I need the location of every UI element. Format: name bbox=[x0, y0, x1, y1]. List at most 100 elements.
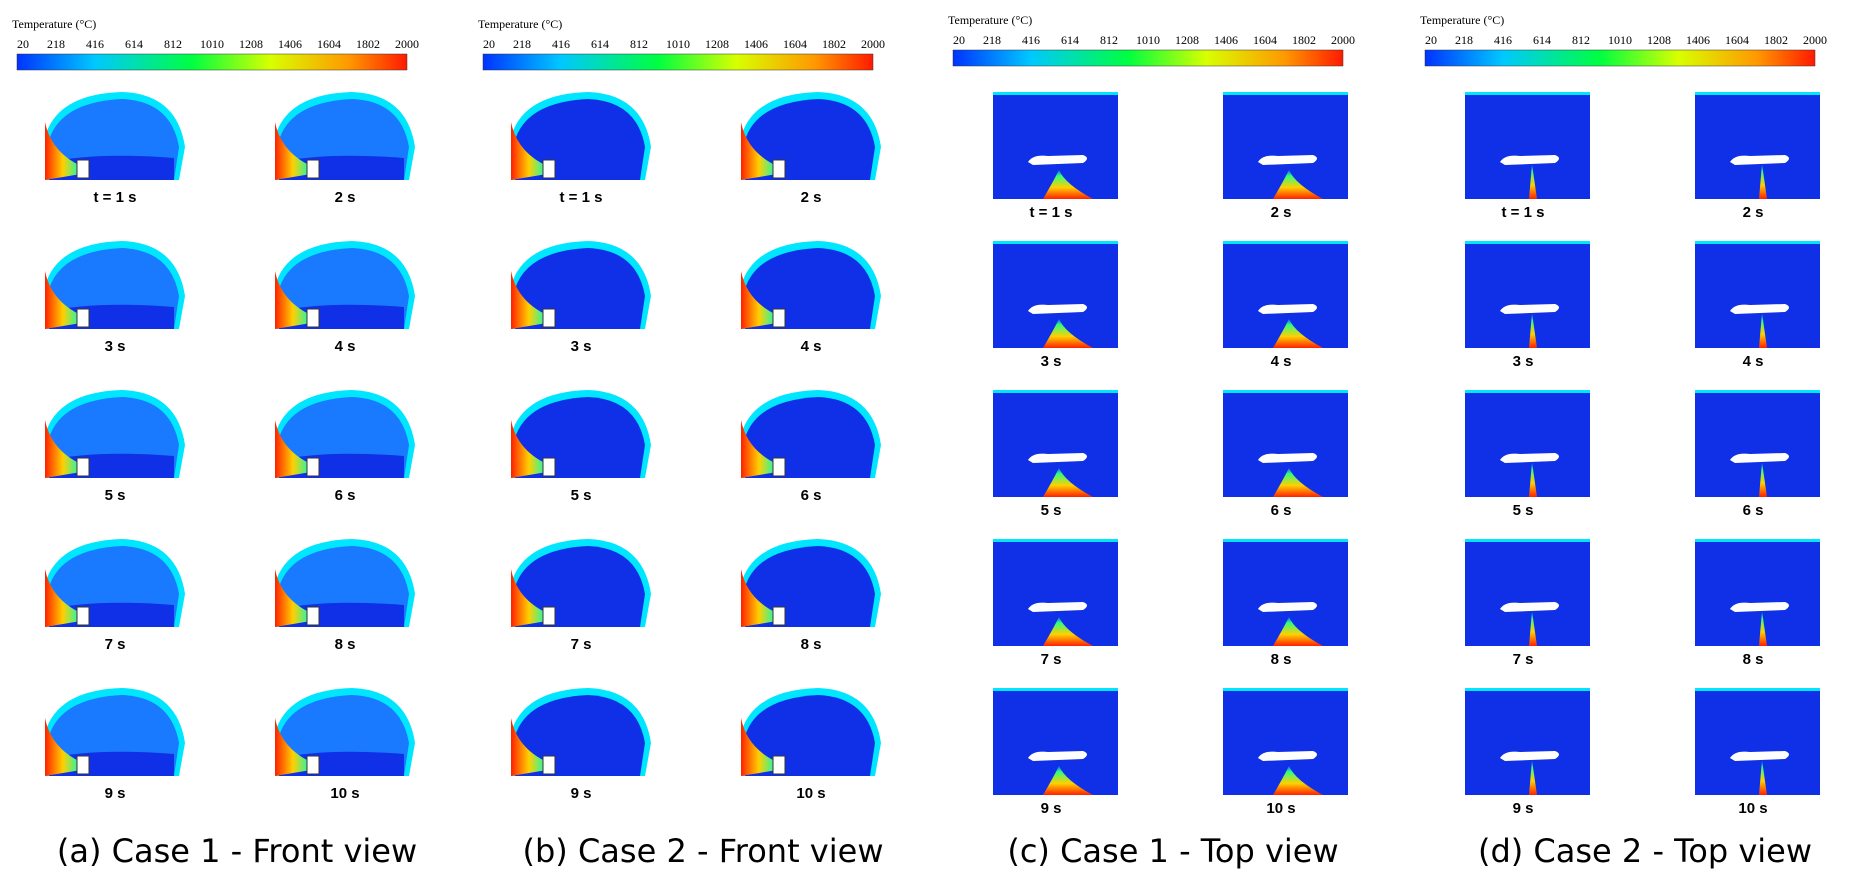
contour-frame: 10 s bbox=[1695, 688, 1820, 817]
colorbar-tick: 1208 bbox=[239, 37, 263, 51]
colorbar-tick: 1010 bbox=[200, 37, 224, 51]
colorbar-tick: 20 bbox=[953, 33, 965, 47]
fire-plume bbox=[1273, 319, 1323, 348]
panel: Temperature (°C) 20 218 416 614 812 1010 1208 14… bbox=[12, 17, 419, 870]
contour-frame: 3 s bbox=[511, 241, 651, 355]
vehicle bbox=[1258, 602, 1317, 612]
caption: (b) Case 2 - Front view bbox=[523, 832, 884, 870]
ceiling-edge bbox=[993, 241, 1118, 244]
time-label: t = 1 s bbox=[560, 189, 603, 206]
ceiling-edge bbox=[993, 390, 1118, 393]
fire-plume bbox=[511, 718, 547, 776]
fire-plume bbox=[511, 569, 547, 627]
time-label: 5 s bbox=[571, 487, 592, 504]
panel: Temperature (°C) 20 218 416 614 812 1010 1208 14… bbox=[1420, 13, 1827, 870]
time-label: 7 s bbox=[1041, 651, 1062, 668]
vehicle bbox=[1028, 304, 1087, 314]
contour-frame: 4 s bbox=[1223, 241, 1348, 370]
fire-plume bbox=[1759, 760, 1767, 795]
colorbar-tick: 1604 bbox=[1253, 33, 1277, 47]
contour-frame: 6 s bbox=[1223, 390, 1348, 519]
tunnel-plan bbox=[1465, 241, 1590, 348]
fire-plume bbox=[511, 420, 547, 478]
fire-plume bbox=[741, 569, 777, 627]
vehicle bbox=[772, 308, 786, 328]
ceiling-edge bbox=[1465, 688, 1590, 691]
colorbar-tick: 20 bbox=[483, 37, 495, 51]
contour-frame: 8 s bbox=[1695, 539, 1820, 668]
vehicle bbox=[1028, 751, 1087, 761]
vehicle bbox=[772, 457, 786, 477]
colorbar-title: Temperature (°C) bbox=[478, 17, 562, 31]
vehicle bbox=[772, 606, 786, 626]
colorbar-title: Temperature (°C) bbox=[12, 17, 96, 31]
vehicle bbox=[76, 457, 90, 477]
vehicle bbox=[542, 606, 556, 626]
colorbar-tick: 416 bbox=[1022, 33, 1040, 47]
vehicle bbox=[1730, 155, 1789, 165]
colorbar-tick: 2000 bbox=[1803, 33, 1827, 47]
contour-frame: 2 s bbox=[1695, 92, 1820, 221]
colorbar-tick: 1802 bbox=[1292, 33, 1316, 47]
contour-frame: 5 s bbox=[993, 390, 1118, 519]
time-label: 10 s bbox=[1266, 800, 1295, 817]
ceiling-edge bbox=[993, 688, 1118, 691]
fire-plume bbox=[1759, 462, 1767, 497]
vehicle bbox=[1500, 453, 1559, 463]
colorbar-tick: 218 bbox=[1455, 33, 1473, 47]
time-label: 8 s bbox=[335, 636, 356, 653]
contour-frame: 8 s bbox=[275, 539, 415, 653]
colorbar-tick: 614 bbox=[125, 37, 143, 51]
vehicle bbox=[306, 457, 320, 477]
time-label: 3 s bbox=[1041, 353, 1062, 370]
colorbar-tick: 1208 bbox=[705, 37, 729, 51]
colorbar-tick: 2000 bbox=[861, 37, 885, 51]
fire-plume bbox=[511, 122, 547, 180]
contour-frame: 10 s bbox=[741, 688, 881, 802]
contour-frame: 7 s bbox=[1465, 539, 1590, 668]
colorbar-tick: 2000 bbox=[1331, 33, 1355, 47]
colorbar-tick: 1802 bbox=[1764, 33, 1788, 47]
vehicle bbox=[1258, 155, 1317, 165]
vehicle bbox=[772, 159, 786, 179]
vehicle bbox=[542, 457, 556, 477]
tunnel-plan bbox=[1465, 688, 1590, 795]
colorbar-tick: 614 bbox=[1061, 33, 1079, 47]
colorbar bbox=[952, 49, 1344, 67]
colorbar-tick: 812 bbox=[164, 37, 182, 51]
fire-plume bbox=[1273, 170, 1323, 199]
fire-plume bbox=[1759, 164, 1767, 199]
time-label: 10 s bbox=[1738, 800, 1767, 817]
fire-plume bbox=[275, 569, 311, 627]
time-label: 4 s bbox=[1743, 353, 1764, 370]
panel: Temperature (°C) 20 218 416 614 812 1010 1208 14… bbox=[478, 17, 885, 870]
time-label: t = 1 s bbox=[1030, 204, 1073, 221]
time-label: 5 s bbox=[105, 487, 126, 504]
vehicle bbox=[306, 159, 320, 179]
ceiling-edge bbox=[1695, 539, 1820, 542]
fire-plume bbox=[1043, 617, 1093, 646]
time-label: 9 s bbox=[105, 785, 126, 802]
vehicle bbox=[1500, 751, 1559, 761]
fire-plume bbox=[511, 271, 547, 329]
vehicle bbox=[1258, 453, 1317, 463]
contour-frame: 3 s bbox=[45, 241, 185, 355]
colorbar-tick: 2000 bbox=[395, 37, 419, 51]
vehicle bbox=[76, 308, 90, 328]
contour-frame: 8 s bbox=[741, 539, 881, 653]
fire-plume bbox=[1273, 468, 1323, 497]
colorbar-tick: 416 bbox=[552, 37, 570, 51]
fire-plume bbox=[1759, 313, 1767, 348]
vehicle bbox=[1258, 304, 1317, 314]
vehicle bbox=[1028, 155, 1087, 165]
vehicle bbox=[306, 755, 320, 775]
time-label: 5 s bbox=[1041, 502, 1062, 519]
ceiling-edge bbox=[993, 539, 1118, 542]
contour-frame: 6 s bbox=[1695, 390, 1820, 519]
fire-plume bbox=[1043, 319, 1093, 348]
ceiling-edge bbox=[1223, 688, 1348, 691]
caption: (a) Case 1 - Front view bbox=[57, 832, 417, 870]
vehicle bbox=[1028, 602, 1087, 612]
colorbar-tick: 1010 bbox=[1136, 33, 1160, 47]
contour-frame: 9 s bbox=[993, 688, 1118, 817]
